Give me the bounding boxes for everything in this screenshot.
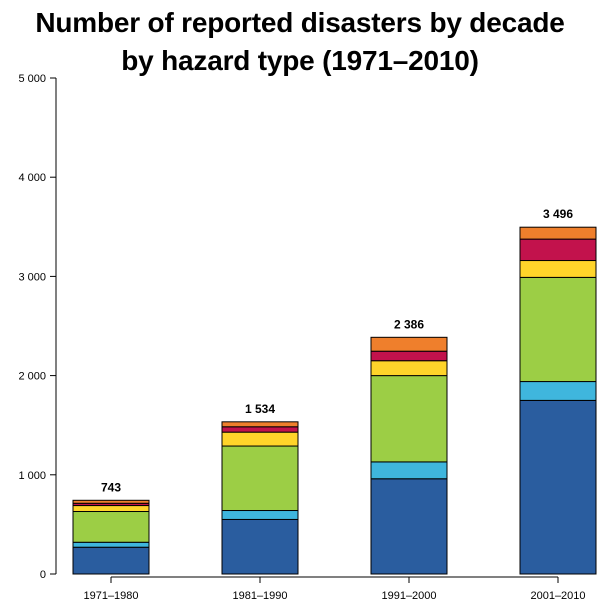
bar-segment [519,260,597,278]
bar-segment [370,336,448,352]
y-tick-label: 5 000 [18,73,46,85]
bar-total-label: 743 [101,480,121,494]
bar-segment [370,375,448,463]
bar-segment [519,381,597,401]
y-tick-label: 4 000 [18,172,46,184]
bar-segment [370,350,448,362]
bar-segment [519,238,597,262]
x-tick-label: 1981–1990 [232,590,287,602]
bar-segment [72,511,150,543]
bar-segment [221,518,299,575]
x-tick-label: 2001–2010 [530,590,585,602]
bar-segment [221,426,299,433]
bar-segment [370,461,448,480]
bar-segment [72,546,150,575]
bar-total-label: 2 386 [394,317,424,331]
x-tick-label: 1971–1980 [83,590,138,602]
y-tick-label: 1 000 [18,470,46,482]
bar-segment [519,226,597,240]
x-tick-label: 1991–2000 [381,590,436,602]
chart-title-line-1: Number of reported disasters by decade [35,7,565,38]
bar-segment [72,499,150,504]
bar-segment [370,478,448,575]
bar-segment [519,276,597,383]
y-tick-label: 2 000 [18,371,46,383]
bar-segment [221,445,299,512]
bar-segment [370,360,448,377]
y-tick-label: 0 [40,569,46,581]
bar-total-label: 3 496 [543,207,573,221]
chart-title: Number of reported disasters by decade b… [0,4,600,80]
y-tick-label: 3 000 [18,271,46,283]
bar-segment [72,541,150,548]
bar-segment [519,399,597,575]
bar-segment [221,431,299,447]
bar-segment [72,505,150,513]
bar-segment [221,421,299,428]
chart-title-line-2: by hazard type (1971–2010) [121,45,479,76]
bar-segment [221,510,299,520]
bar-total-label: 1 534 [245,402,275,416]
